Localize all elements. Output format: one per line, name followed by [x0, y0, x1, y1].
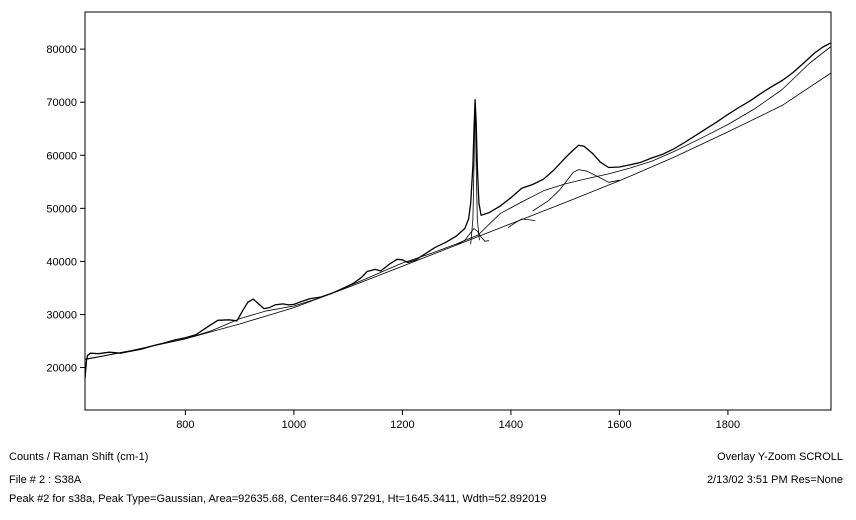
peak-line — [507, 218, 536, 228]
x-tick-label: 1200 — [390, 419, 414, 431]
peak-line — [470, 100, 480, 245]
peak-info: Peak #2 for s38a, Peak Type=Gaussian, Ar… — [9, 493, 547, 505]
x-tick-label: 1000 — [282, 419, 306, 431]
spectrum-line — [84, 42, 832, 379]
plot-frame — [84, 11, 832, 411]
baseline-line — [84, 72, 832, 360]
axis-caption: Counts / Raman Shift (cm-1) — [9, 451, 149, 463]
x-tick-label: 1400 — [499, 419, 523, 431]
peak-line — [456, 228, 490, 246]
y-tick-label: 60000 — [46, 150, 77, 162]
x-tick-label: 1800 — [716, 419, 740, 431]
y-tick-label: 40000 — [46, 256, 77, 268]
x-tick-label: 800 — [176, 419, 194, 431]
raman-spectrum-chart: 20000 30000 40000 50000 60000 70000 80000 800 10… — [46, 11, 832, 431]
fit-line — [84, 46, 832, 360]
timestamp: 2/13/02 3:51 PM Res=None — [706, 474, 843, 486]
y-tick-label: 50000 — [46, 203, 77, 215]
y-tick-label: 80000 — [46, 44, 77, 56]
spectrum-curves — [84, 42, 832, 379]
axis-ticks: 20000 30000 40000 50000 60000 70000 80000 800 10… — [46, 44, 740, 431]
y-tick-label: 20000 — [46, 363, 77, 375]
x-tick-label: 1600 — [607, 419, 631, 431]
peak-line — [532, 169, 620, 212]
file-label: File # 2 : S38A — [9, 474, 82, 486]
overlay-mode: Overlay Y-Zoom SCROLL — [717, 451, 843, 463]
y-tick-label: 30000 — [46, 309, 77, 321]
y-tick-label: 70000 — [46, 97, 77, 109]
